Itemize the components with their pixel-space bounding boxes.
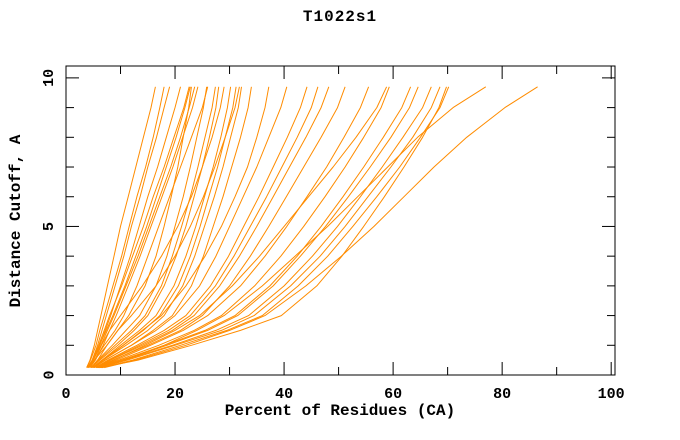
chart-title: T1022s1 [302,8,378,26]
series-line [91,86,216,368]
y-tick-label: 0 [41,370,58,379]
series-line [91,86,232,368]
y-axis-label: Distance Cutoff, A [7,134,25,308]
x-tick-label: 60 [384,386,402,403]
series-line [92,86,242,368]
x-tick-label: 100 [598,386,625,403]
series-line [86,86,156,368]
y-tick-label: 10 [41,69,58,87]
x-tick-label: 40 [275,386,293,403]
series-line [97,86,390,369]
series-line [101,86,450,369]
series-line [87,86,171,368]
plot-border [65,65,616,376]
series-line [90,86,208,368]
series-line [86,86,190,368]
series-line [93,86,270,368]
series-line [88,86,209,368]
series-line [99,86,432,369]
series-line [101,86,487,369]
series-line [88,86,181,368]
series-line [87,86,191,368]
series-line [98,86,419,369]
y-tick-label: 5 [41,222,58,231]
series-line [90,86,220,368]
x-axis-label: Percent of Residues (CA) [224,402,456,420]
series-line [104,86,538,369]
series-line [96,86,370,369]
x-tick-label: 20 [166,386,184,403]
series-line [96,86,330,369]
series-line [86,86,165,368]
series-line [99,86,441,369]
series-line [89,86,225,368]
series-line [95,86,319,369]
x-tick-label: 0 [61,386,70,403]
series-line [96,86,346,369]
series-line [96,86,388,369]
x-tick-label: 80 [493,386,511,403]
series-line [93,86,288,369]
series-line [95,86,308,369]
